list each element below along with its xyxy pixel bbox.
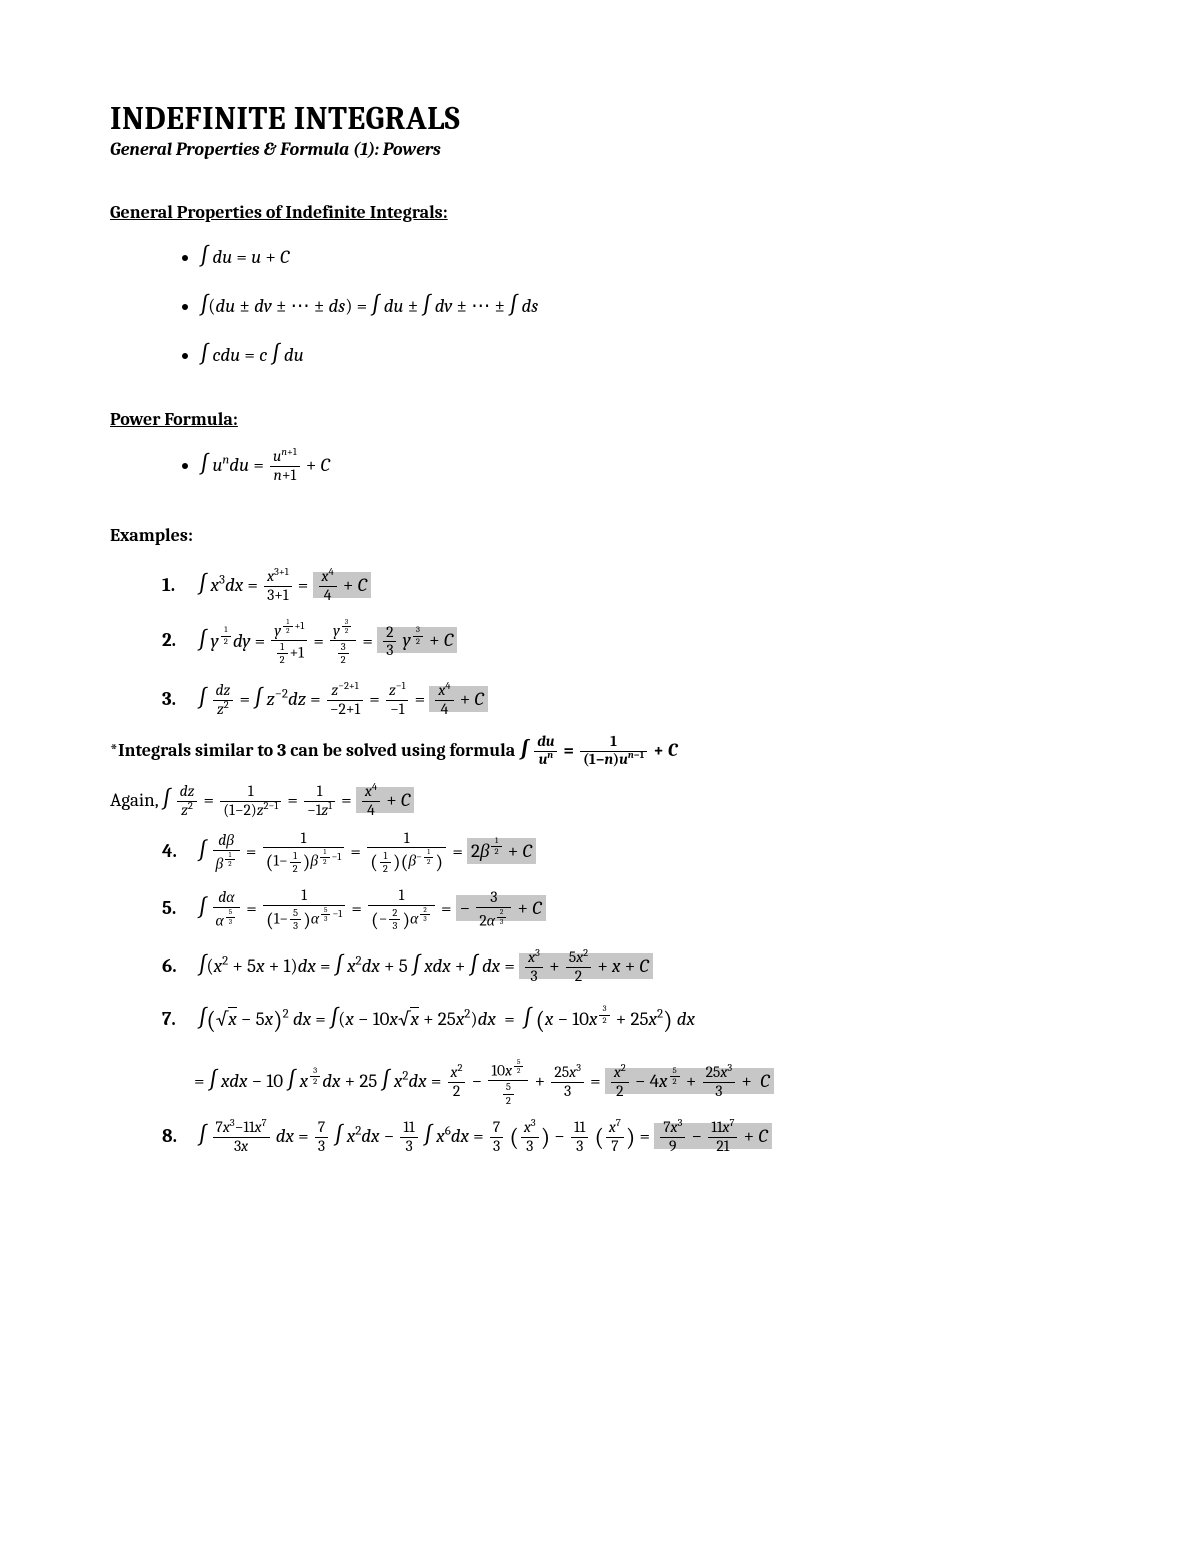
power-formula-list: ∫ undu = un+1n+1 + C	[110, 448, 1090, 485]
example-item: 2. ∫ y12dy = y12+112+1 = y3232 = 23 y32 …	[162, 618, 1090, 667]
example-7-continuation: = ∫ xdx − 10 ∫ x32dx + 25 ∫ x2dx = x22 −…	[194, 1058, 1090, 1107]
property-item: ∫(du ± dv ± ⋯ ± ds) = ∫ du ± ∫ dv ± ⋯ ± …	[200, 290, 1090, 323]
example-item: 7. ∫(√x − 5x)2 dx = ∫(x − 10x√x + 25x2)d…	[162, 998, 1090, 1046]
examples-heading: Examples:	[110, 525, 1090, 546]
example-item: 8. ∫ 7x3−11x73x dx = 73 ∫ x2dx − 113 ∫ x…	[162, 1115, 1090, 1163]
property-item: ∫ cdu = c ∫ du	[200, 339, 1090, 372]
again-text: Again,	[110, 789, 162, 811]
example-item: 5. ∫ dαα53 = 1(1−53)α53−1 = 1(−23)α23 = …	[162, 887, 1090, 933]
document-page: INDEFINITE INTEGRALS General Properties …	[0, 0, 1200, 1294]
power-formula: ∫ undu = un+1n+1 + C	[200, 448, 1090, 485]
section-heading-general: General Properties of Indefinite Integra…	[110, 202, 1090, 223]
note-text: *Integrals similar to 3 can be solved us…	[110, 740, 519, 761]
examples-list-cont: 4. ∫ dββ12 = 1(1−12)β12−1 = 1(12)(β−12) …	[110, 830, 1090, 1046]
section-heading-power: Power Formula:	[110, 409, 1090, 430]
page-title: INDEFINITE INTEGRALS	[110, 100, 1090, 137]
examples-list-cont2: 8. ∫ 7x3−11x73x dx = 73 ∫ x2dx − 113 ∫ x…	[110, 1115, 1090, 1163]
examples-list: 1. ∫ x3dx = x3+13+1 = x44 + C 2. ∫ y12dy…	[110, 564, 1090, 720]
example-item: 3. ∫ dzz2 = ∫ z−2dz = z−2+1−2+1 = z−1−1 …	[162, 678, 1090, 720]
page-subtitle: General Properties & Formula (1): Powers	[110, 139, 1090, 160]
example-item: 1. ∫ x3dx = x3+13+1 = x44 + C	[162, 564, 1090, 606]
property-item: ∫ du = u + C	[200, 241, 1090, 274]
general-properties-list: ∫ du = u + C ∫(du ± dv ± ⋯ ± ds) = ∫ du …	[110, 241, 1090, 371]
note-line: *Integrals similar to 3 can be solved us…	[110, 734, 1090, 769]
example-item: 6. ∫(x2 + 5x + 1)dx = ∫ x2dx + 5 ∫ xdx +…	[162, 945, 1090, 987]
example-item: 4. ∫ dββ12 = 1(1−12)β12−1 = 1(12)(β−12) …	[162, 830, 1090, 876]
again-line: Again, ∫ dzz2 = 1(1−2)z2−1 = 1−1z1 = x44…	[110, 783, 1090, 820]
